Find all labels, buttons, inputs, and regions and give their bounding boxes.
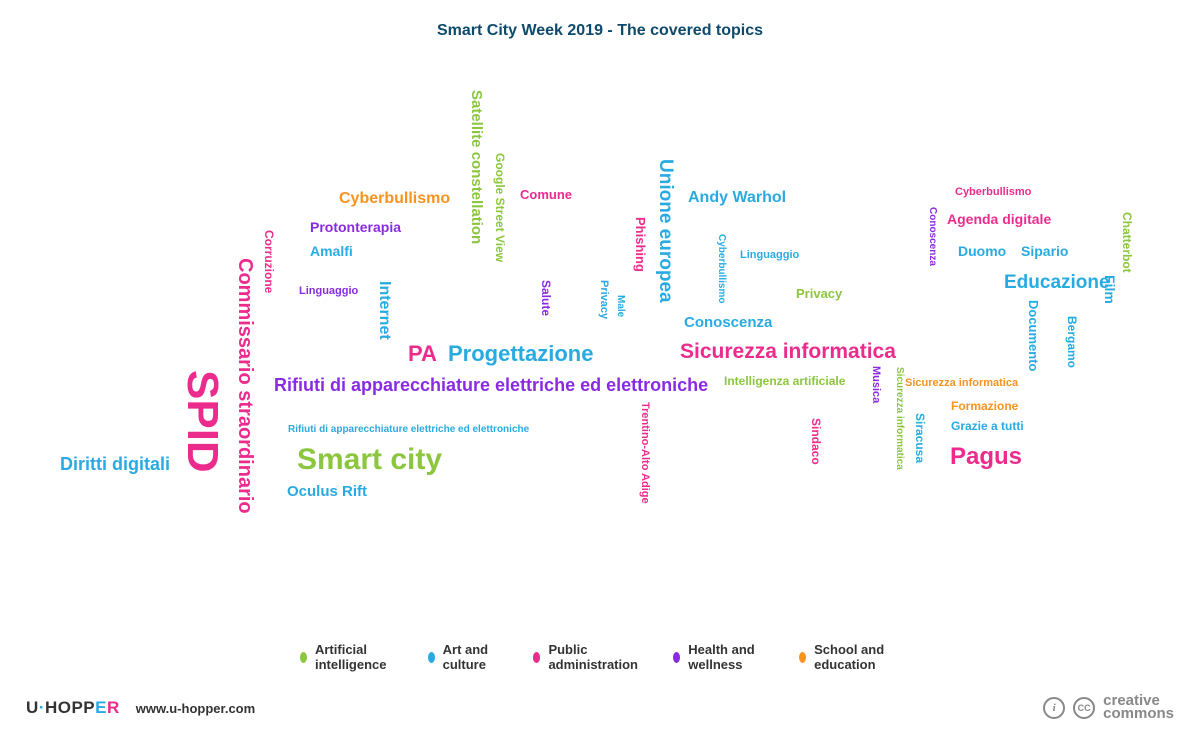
title-text: Smart City Week 2019 - The covered topic…	[437, 22, 763, 39]
legend-item-1: Art and culture	[428, 642, 501, 672]
word-6: Protonterapia	[310, 220, 401, 234]
legend-label: School and education	[814, 642, 900, 672]
word-28: Sicurezza informatica	[680, 341, 896, 362]
word-4: Corruzione	[263, 230, 275, 293]
legend-swatch	[428, 652, 435, 663]
legend-label: Artificial intelligence	[315, 642, 396, 672]
word-34: Siracusa	[914, 413, 926, 463]
legend-item-3: Health and wellness	[673, 642, 767, 672]
word-35: Sicurezza informatica	[905, 378, 1018, 389]
word-46: Bergamo	[1066, 316, 1078, 368]
legend-label: Public administration	[548, 642, 641, 672]
word-3: Commissario straordinario	[235, 258, 255, 514]
word-42: Duomo	[958, 244, 1006, 258]
attribution-icon: i	[1043, 697, 1065, 719]
word-20: Male	[615, 295, 625, 317]
word-25: Linguaggio	[740, 250, 799, 261]
word-26: Privacy	[796, 287, 842, 300]
word-5: Linguaggio	[299, 286, 358, 297]
legend-item-4: School and education	[799, 642, 900, 672]
word-10: Oculus Rift	[287, 484, 367, 499]
legend-swatch	[300, 652, 307, 663]
footer-right: i CC creative commons	[1043, 695, 1174, 721]
word-cloud: SPID Smart city Diritti digitali Commissari…	[0, 60, 1200, 620]
word-9: Internet	[376, 281, 392, 340]
legend-item-2: Public administration	[533, 642, 642, 672]
cc-line2: commons	[1103, 708, 1174, 721]
word-44: Educazione	[1004, 273, 1110, 292]
word-41: Agenda digitale	[947, 212, 1051, 226]
legend-label: Health and wellness	[688, 642, 767, 672]
legend-label: Art and culture	[443, 642, 501, 672]
legend-swatch	[799, 652, 806, 663]
word-38: Pagus	[950, 445, 1022, 469]
word-29: Intelligenza artificiale	[724, 375, 845, 387]
word-43: Sipario	[1021, 244, 1068, 258]
word-22: Unione europea	[656, 159, 675, 303]
word-47: Film	[1103, 275, 1117, 304]
word-30: Trentino-Alto Adige	[639, 402, 650, 504]
word-37: Grazie a tutti	[951, 420, 1024, 432]
word-21: Phishing	[634, 217, 647, 272]
word-23: Andy Warhol	[688, 190, 786, 206]
word-11: Rifiuti di apparecchiature elettriche ed…	[288, 425, 529, 435]
word-36: Formazione	[951, 400, 1018, 412]
legend-swatch	[533, 652, 541, 663]
word-2: Diritti digitali	[60, 455, 170, 473]
footer-url: www.u-hopper.com	[136, 701, 255, 716]
word-39: Conoscenza	[927, 207, 937, 266]
chart-title: Smart City Week 2019 - The covered topic…	[437, 22, 763, 40]
word-16: Google Street View	[494, 153, 506, 262]
footer-left: U·HOPPER www.u-hopper.com	[26, 698, 255, 718]
word-40: Cyberbullismo	[955, 187, 1031, 198]
logo: U·HOPPER	[26, 698, 120, 718]
legend: Artificial intelligence Art and culture Pu…	[300, 642, 900, 672]
word-18: Comune	[520, 188, 572, 201]
word-12: PA	[408, 343, 437, 365]
word-27: Conoscenza	[684, 315, 772, 330]
word-33: Sicurezza informatica	[894, 367, 904, 470]
legend-item-0: Artificial intelligence	[300, 642, 396, 672]
word-17: Salute	[540, 280, 552, 316]
word-19: Privacy	[598, 280, 609, 319]
word-24: Cyberbullismo	[716, 234, 726, 303]
word-1: Smart city	[297, 445, 442, 475]
word-7: Amalfi	[310, 244, 353, 258]
word-32: Musica	[870, 366, 881, 403]
word-48: Chatterbot	[1121, 212, 1133, 273]
word-14: Rifiuti di apparecchiature elettriche ed…	[274, 376, 708, 394]
word-13: Progettazione	[448, 343, 593, 365]
word-31: Sindaco	[810, 418, 822, 465]
word-8: Cyberbullismo	[339, 191, 450, 207]
word-45: Documento	[1027, 300, 1040, 372]
legend-swatch	[673, 652, 680, 663]
cc-icon: CC	[1073, 697, 1095, 719]
word-0: SPID	[180, 370, 224, 473]
footer: U·HOPPER www.u-hopper.com i CC creative …	[0, 690, 1200, 726]
cc-label: creative commons	[1103, 695, 1174, 721]
word-15: Satellite constellation	[469, 90, 484, 244]
